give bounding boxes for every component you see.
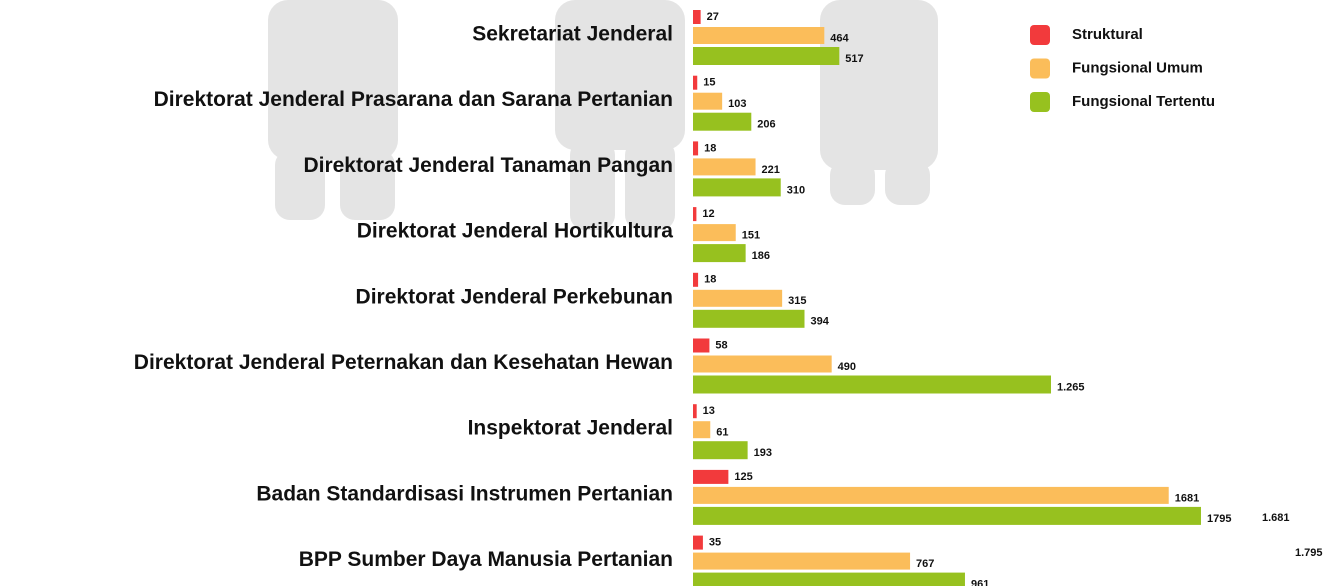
legend-label: Fungsional Umum <box>1072 59 1203 76</box>
bar <box>693 10 701 24</box>
value-label: 27 <box>707 11 719 23</box>
bar <box>693 552 911 570</box>
category-label: Direktorat Jenderal Hortikultura <box>357 220 674 243</box>
legend-label: Struktural <box>1072 26 1143 43</box>
category-label: Direktorat Jenderal Perkebunan <box>356 285 673 308</box>
value-label: 12 <box>702 208 714 220</box>
bar <box>693 141 699 156</box>
annotation: 1.681 <box>1262 512 1290 524</box>
value-label: 35 <box>709 537 721 549</box>
category-label: Direktorat Jenderal Tanaman Pangan <box>303 154 673 177</box>
bar <box>693 535 703 550</box>
background-figures <box>268 0 938 230</box>
category-label: BPP Sumber Daya Manusia Pertanian <box>299 548 673 571</box>
value-label: 315 <box>788 295 806 307</box>
value-label: 186 <box>752 250 770 262</box>
background-figure <box>555 0 685 150</box>
value-label: 125 <box>734 471 752 483</box>
value-label: 18 <box>704 274 716 286</box>
background-figure <box>570 140 615 230</box>
legend-swatch <box>1030 58 1050 79</box>
bar <box>693 375 1051 394</box>
value-label: 1.265 <box>1057 381 1085 393</box>
value-label: 310 <box>787 184 805 196</box>
category-label: Direktorat Jenderal Prasarana dan Sarana… <box>154 88 673 111</box>
value-label: 15 <box>703 77 715 89</box>
bar <box>693 338 710 353</box>
category-label: Direktorat Jenderal Peternakan dan Keseh… <box>134 351 673 374</box>
background-figure <box>830 160 875 205</box>
background-figure <box>268 0 398 160</box>
value-label: 193 <box>754 447 772 459</box>
bar <box>693 27 825 44</box>
bar <box>693 355 832 373</box>
value-label: 58 <box>715 339 727 351</box>
annotation: 1.795 <box>1295 547 1323 559</box>
category-label: Sekretariat Jenderal <box>472 23 673 46</box>
value-label: 394 <box>811 316 830 328</box>
bar <box>693 572 965 586</box>
value-label: 103 <box>728 98 746 110</box>
value-label: 464 <box>830 32 849 44</box>
value-label: 18 <box>704 142 716 154</box>
bar <box>693 92 723 110</box>
value-label: 490 <box>838 361 856 373</box>
background-figure <box>625 140 675 230</box>
bar <box>693 75 698 90</box>
value-label: 206 <box>757 119 775 131</box>
bar <box>693 309 805 328</box>
bar <box>693 47 840 65</box>
bar <box>693 289 783 307</box>
background-figure <box>340 150 395 220</box>
bar <box>693 441 748 460</box>
bar <box>693 506 1201 525</box>
category-label: Inspektorat Jenderal <box>468 417 673 440</box>
value-label: 221 <box>762 164 780 176</box>
value-label: 767 <box>916 558 934 570</box>
bar <box>693 178 781 197</box>
legend-label: Fungsional Tertentu <box>1072 93 1215 110</box>
category-label: Badan Standardisasi Instrumen Pertanian <box>256 482 673 505</box>
bar <box>693 486 1169 504</box>
bar <box>693 224 736 242</box>
bar <box>693 469 729 484</box>
legend-swatch <box>1030 25 1050 45</box>
value-label: 13 <box>703 405 715 417</box>
bar <box>693 112 752 131</box>
legend-swatch <box>1030 92 1050 112</box>
value-label: 517 <box>845 53 863 65</box>
bar <box>693 421 711 439</box>
background-figure <box>275 150 325 220</box>
value-label: 961 <box>971 579 989 586</box>
bar <box>693 244 746 263</box>
bar <box>693 404 697 419</box>
background-figure <box>885 160 930 205</box>
background-figure <box>820 0 938 170</box>
value-label: 1681 <box>1175 492 1199 504</box>
value-label: 1795 <box>1207 513 1231 525</box>
bar <box>693 158 756 176</box>
value-label: 151 <box>742 230 760 242</box>
bar <box>693 272 699 287</box>
value-label: 61 <box>716 427 728 439</box>
bar <box>693 207 697 222</box>
